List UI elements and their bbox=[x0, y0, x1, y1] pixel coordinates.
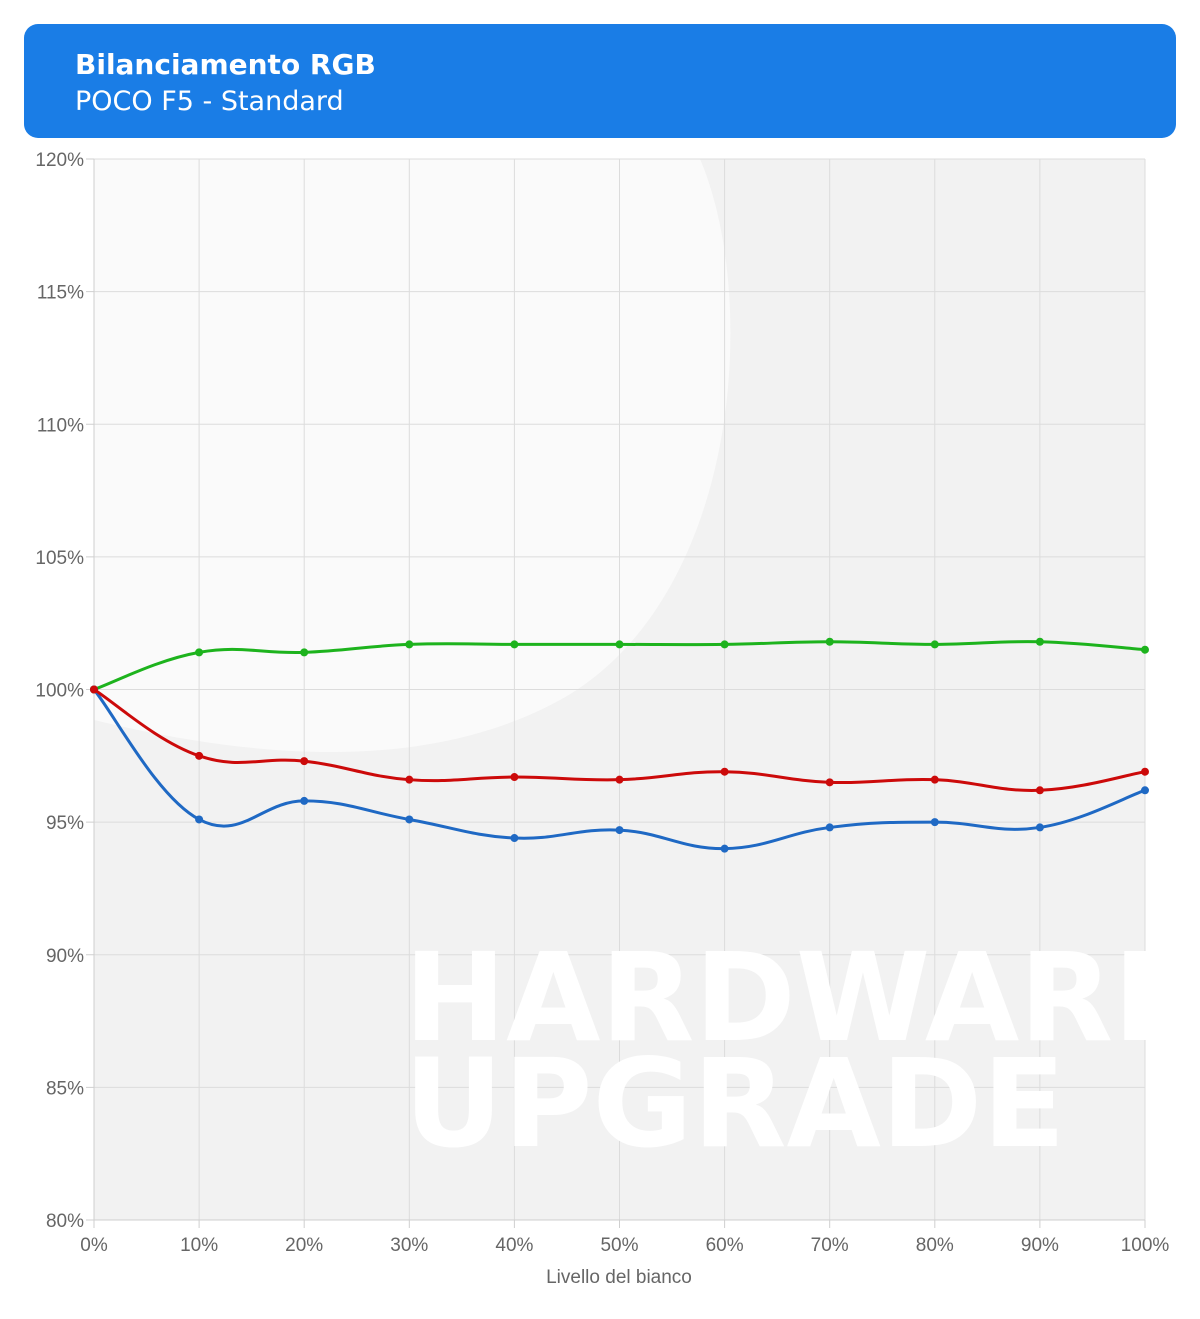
data-point-blue bbox=[930, 818, 939, 827]
x-tick-label: 40% bbox=[495, 1235, 533, 1256]
data-point-red bbox=[825, 778, 834, 787]
data-series bbox=[90, 637, 1149, 853]
y-tick-label: 85% bbox=[46, 1078, 84, 1099]
x-tick-label: 30% bbox=[390, 1235, 428, 1256]
y-tick-label: 120% bbox=[35, 150, 84, 171]
watermark-line-1: HARDWARE bbox=[404, 927, 1197, 1069]
data-point-blue bbox=[825, 823, 834, 832]
background-shape bbox=[94, 159, 731, 753]
data-point-red bbox=[720, 767, 729, 776]
data-point-red bbox=[405, 775, 414, 784]
y-tick-label: 100% bbox=[35, 681, 84, 702]
x-tick-label: 70% bbox=[811, 1235, 849, 1256]
data-point-red bbox=[615, 775, 624, 784]
data-point-blue bbox=[1141, 786, 1149, 795]
data-point-green bbox=[405, 640, 414, 649]
data-point-red bbox=[510, 773, 519, 782]
chart-subtitle: POCO F5 - Standard bbox=[75, 86, 344, 117]
chart-title: Bilanciamento RGB bbox=[75, 48, 376, 81]
watermark-line-2: UPGRADE bbox=[404, 1033, 1066, 1175]
data-point-green bbox=[300, 648, 309, 657]
y-tick-label: 80% bbox=[46, 1211, 84, 1232]
series-red bbox=[90, 685, 1149, 795]
x-tick-label: 100% bbox=[1121, 1235, 1170, 1256]
x-tick-label: 90% bbox=[1021, 1235, 1059, 1256]
y-tick-label: 110% bbox=[37, 415, 84, 436]
data-point-red bbox=[930, 775, 939, 784]
watermark-logo: HARDWARE UPGRADE bbox=[404, 927, 1197, 1175]
data-point-blue bbox=[615, 826, 624, 835]
data-point-green bbox=[1035, 637, 1044, 646]
chart-header: Bilanciamento RGB POCO F5 - Standard bbox=[24, 24, 1176, 138]
x-axis-title: Livello del bianco bbox=[546, 1267, 692, 1288]
data-point-green bbox=[1141, 645, 1149, 654]
x-tick-label: 0% bbox=[80, 1235, 108, 1256]
data-point-blue bbox=[510, 834, 519, 843]
data-point-red bbox=[1035, 786, 1044, 795]
data-point-red bbox=[300, 757, 309, 766]
data-point-red bbox=[195, 751, 204, 760]
data-point-green bbox=[195, 648, 204, 657]
data-point-blue bbox=[300, 796, 309, 805]
data-point-blue bbox=[405, 815, 414, 824]
data-point-red bbox=[1141, 767, 1149, 776]
x-tick-label: 60% bbox=[706, 1235, 744, 1256]
x-tick-label: 50% bbox=[600, 1235, 638, 1256]
tick-labels: 80% 85% 90% 95% 100% 105% 110% 115% 120% 0% 10% 20%… bbox=[35, 150, 1169, 1256]
data-point-green bbox=[825, 637, 834, 646]
y-tick-label: 90% bbox=[46, 946, 84, 967]
data-point-green bbox=[615, 640, 624, 649]
data-point-red bbox=[90, 685, 98, 694]
data-point-blue bbox=[195, 815, 204, 824]
data-point-green bbox=[930, 640, 939, 649]
x-tick-label: 10% bbox=[180, 1235, 218, 1256]
x-tick-label: 20% bbox=[285, 1235, 323, 1256]
data-point-blue bbox=[1035, 823, 1044, 832]
series-line-blue bbox=[92, 688, 1146, 851]
y-tick-label: 105% bbox=[35, 548, 84, 569]
data-point-green bbox=[510, 640, 519, 649]
data-point-green bbox=[720, 640, 729, 649]
y-tick-label: 115% bbox=[37, 283, 84, 304]
data-point-blue bbox=[720, 844, 729, 853]
y-tick-label: 95% bbox=[46, 813, 84, 834]
x-tick-label: 80% bbox=[916, 1235, 954, 1256]
